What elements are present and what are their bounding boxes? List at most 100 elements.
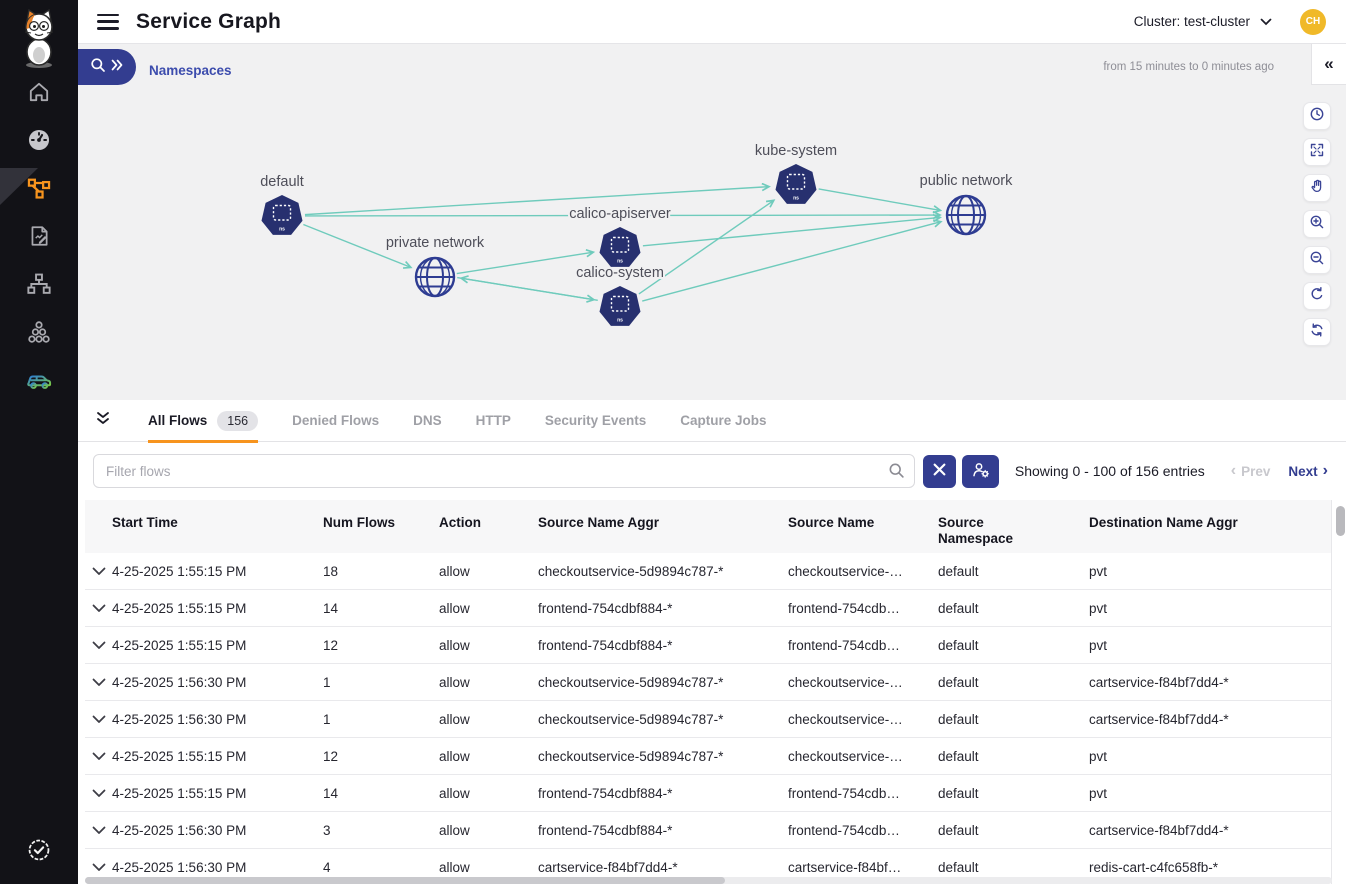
tab-capture-jobs[interactable]: Capture Jobs xyxy=(680,400,766,442)
tab-dns[interactable]: DNS xyxy=(413,400,442,442)
user-avatar[interactable]: CH xyxy=(1300,8,1326,35)
sidebar-item-reports[interactable] xyxy=(17,224,61,252)
cell-source-namespace: default xyxy=(938,600,979,616)
graph-search-pill[interactable] xyxy=(78,49,136,85)
cell-action: allow xyxy=(439,711,470,727)
cluster-circles-icon xyxy=(26,319,52,350)
cell-source-namespace: default xyxy=(938,859,979,875)
vertical-scrollbar[interactable] xyxy=(1336,503,1345,884)
time-settings-button[interactable] xyxy=(1303,102,1331,130)
table-row[interactable]: 4-25-2025 1:55:15 PM 18 allow checkoutservi… xyxy=(85,553,1331,590)
cell-source-name-aggr: checkoutservice-5d9894c787-* xyxy=(538,674,724,690)
cell-start-time: 4-25-2025 1:55:15 PM xyxy=(112,637,247,653)
cell-source-name: checkoutservice-… xyxy=(788,748,903,764)
sidebar-item-verified[interactable] xyxy=(17,838,61,866)
svg-text:ns: ns xyxy=(617,259,623,265)
column-customize-button[interactable] xyxy=(962,454,999,488)
vertical-scrollbar-thumb[interactable] xyxy=(1336,506,1345,536)
expand-chevrons-icon xyxy=(111,58,124,76)
table-row[interactable]: 4-25-2025 1:55:15 PM 12 allow checkoutservi… xyxy=(85,738,1331,775)
table-row[interactable]: 4-25-2025 1:55:15 PM 14 allow frontend-754c… xyxy=(85,775,1331,812)
row-expand-chevron-icon[interactable] xyxy=(85,678,112,687)
cell-source-namespace: default xyxy=(938,711,979,727)
row-expand-chevron-icon[interactable] xyxy=(85,863,112,872)
cell-num-flows: 14 xyxy=(323,600,339,616)
sidebar-item-autoscope[interactable] xyxy=(17,368,61,396)
breadcrumb-namespaces[interactable]: Namespaces xyxy=(149,63,232,78)
graph-node-calico-system[interactable]: ns xyxy=(599,286,641,326)
zoom-out-button[interactable] xyxy=(1303,246,1331,274)
table-row[interactable]: 4-25-2025 1:56:30 PM 3 allow frontend-754cd… xyxy=(85,812,1331,849)
horizontal-scrollbar-thumb[interactable] xyxy=(85,877,725,884)
column-header-start-time[interactable]: Start Time xyxy=(112,515,178,530)
table-row[interactable]: 4-25-2025 1:56:30 PM 1 allow checkoutservic… xyxy=(85,664,1331,701)
table-row[interactable]: 4-25-2025 1:55:15 PM 12 allow frontend-754c… xyxy=(85,627,1331,664)
flows-tabs-row: All Flows 156 Denied Flows DNS HTTP Security … xyxy=(78,400,1346,443)
svg-text:ns: ns xyxy=(279,227,285,233)
next-page-button[interactable]: Next › xyxy=(1288,462,1328,479)
sidebar-item-network[interactable] xyxy=(17,272,61,300)
graph-node-public-network[interactable] xyxy=(945,194,987,236)
tab-label: Capture Jobs xyxy=(680,413,767,428)
cluster-selector[interactable]: Cluster: test-cluster xyxy=(1134,14,1272,29)
sidebar-item-dashboard[interactable] xyxy=(17,128,61,156)
close-icon xyxy=(933,463,946,479)
prev-page-button[interactable]: ‹ Prev xyxy=(1230,462,1271,479)
column-header-source-name-aggr[interactable]: Source Name Aggr xyxy=(538,515,660,530)
tab-label: HTTP xyxy=(475,413,511,428)
graph-node-calico-apiserver[interactable]: ns xyxy=(599,227,641,267)
hamburger-menu-button[interactable] xyxy=(97,13,119,30)
tab-denied-flows[interactable]: Denied Flows xyxy=(292,400,379,442)
calico-cat-logo[interactable] xyxy=(17,8,61,75)
column-header-dest-name-aggr[interactable]: Destination Name Aggr xyxy=(1089,515,1238,530)
table-row[interactable]: 4-25-2025 1:55:15 PM 14 allow frontend-754c… xyxy=(85,590,1331,627)
zoom-in-button[interactable] xyxy=(1303,210,1331,238)
column-header-source-namespace[interactable]: Source Namespace xyxy=(938,515,1014,547)
service-graph-area: ns default private network ns calico-apiserv… xyxy=(78,44,1346,400)
row-expand-chevron-icon[interactable] xyxy=(85,567,112,576)
cell-dest-name-aggr: cartservice-f84bf7dd4-* xyxy=(1089,711,1229,727)
tab-label: All Flows xyxy=(148,413,208,428)
fit-view-button[interactable] xyxy=(1303,138,1331,166)
graph-node-kube-system[interactable]: ns xyxy=(775,164,817,204)
row-expand-chevron-icon[interactable] xyxy=(85,752,112,761)
graph-edge-kube-system-to-public-network xyxy=(818,188,941,210)
car-icon xyxy=(25,366,53,399)
user-gear-icon xyxy=(971,461,991,482)
filter-flows-input[interactable] xyxy=(93,454,915,488)
tab-all-flows[interactable]: All Flows 156 xyxy=(148,400,259,443)
row-expand-chevron-icon[interactable] xyxy=(85,715,112,724)
graph-edge-default-to-public-network xyxy=(304,215,940,216)
clear-filter-button[interactable] xyxy=(923,454,956,488)
collapse-panel-button[interactable] xyxy=(92,410,114,432)
sidebar-item-clusters[interactable] xyxy=(17,320,61,348)
search-icon xyxy=(90,57,106,78)
horizontal-scrollbar[interactable] xyxy=(85,877,1332,884)
right-panel-collapse-button[interactable]: « xyxy=(1311,44,1346,85)
table-row[interactable]: 4-25-2025 1:56:30 PM 1 allow checkoutservic… xyxy=(85,701,1331,738)
row-expand-chevron-icon[interactable] xyxy=(85,826,112,835)
tab-http[interactable]: HTTP xyxy=(476,400,511,442)
graph-node-default[interactable]: ns xyxy=(261,195,303,235)
row-expand-chevron-icon[interactable] xyxy=(85,604,112,613)
column-header-num-flows[interactable]: Num Flows xyxy=(323,515,396,530)
cell-source-namespace: default xyxy=(938,637,979,653)
tab-security-events[interactable]: Security Events xyxy=(545,400,646,442)
column-header-action[interactable]: Action xyxy=(439,515,481,530)
reset-view-button[interactable] xyxy=(1303,282,1331,310)
cell-source-name: cartservice-f84bf… xyxy=(788,859,902,875)
cell-num-flows: 12 xyxy=(323,637,339,653)
cell-source-namespace: default xyxy=(938,748,979,764)
refresh-button[interactable] xyxy=(1303,318,1331,346)
cell-dest-name-aggr: redis-cart-c4fc658fb-* xyxy=(1089,859,1219,875)
cell-action: allow xyxy=(439,785,470,801)
undo-icon xyxy=(1309,286,1325,307)
sidebar-item-service-graph[interactable] xyxy=(17,176,61,204)
row-expand-chevron-icon[interactable] xyxy=(85,789,112,798)
graph-node-private-network[interactable] xyxy=(414,256,456,298)
pan-button[interactable] xyxy=(1303,174,1331,202)
column-header-source-name[interactable]: Source Name xyxy=(788,515,875,530)
row-expand-chevron-icon[interactable] xyxy=(85,641,112,650)
sidebar-item-home[interactable] xyxy=(17,80,61,108)
service-graph-canvas[interactable]: ns default private network ns calico-apiserv… xyxy=(78,44,1346,400)
